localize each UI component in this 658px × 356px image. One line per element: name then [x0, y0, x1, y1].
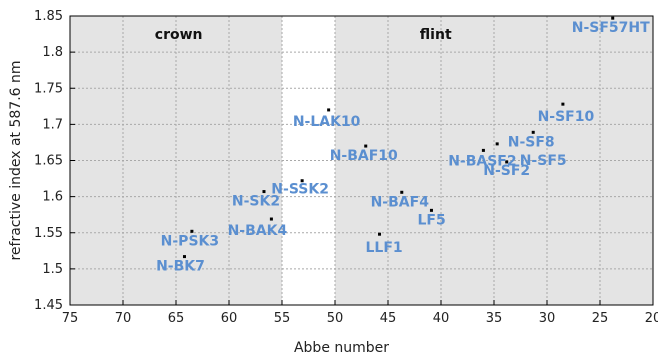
point-marker-n-sf57ht — [611, 16, 615, 20]
point-marker-n-sk2 — [262, 190, 266, 194]
point-marker-lf5 — [429, 208, 433, 212]
point-label-n-ssk2: N-SSK2 — [271, 182, 329, 198]
y-tick-label: 1.7 — [42, 117, 63, 132]
point-marker-n-sf2 — [505, 160, 509, 164]
x-tick-label: 70 — [115, 311, 132, 326]
point-label-n-sf10: N-SF10 — [538, 109, 595, 125]
y-tick-label: 1.6 — [42, 190, 63, 205]
x-tick-label: 45 — [380, 311, 397, 326]
x-tick-label: 60 — [221, 311, 238, 326]
y-tick-label: 1.45 — [34, 298, 63, 313]
x-axis-title: Abbe number — [294, 340, 389, 356]
data-points — [182, 16, 615, 259]
x-tick-label: 55 — [274, 311, 291, 326]
x-tick-label: 25 — [592, 311, 609, 326]
point-label-llf1: LLF1 — [366, 240, 403, 256]
x-tick-label: 30 — [539, 311, 556, 326]
point-label-n-baf4: N-BAF4 — [371, 194, 430, 210]
x-tick-label: 50 — [327, 311, 344, 326]
point-marker-n-lak10 — [327, 108, 331, 112]
point-label-n-sk2: N-SK2 — [232, 194, 280, 210]
point-label-n-basf2: N-BASF2 — [448, 153, 516, 169]
y-axis-title: refractive index at 587.6 nm — [8, 60, 24, 260]
y-tick-label: 1.55 — [34, 226, 63, 241]
point-marker-n-psk3 — [190, 229, 194, 233]
y-tick-label: 1.65 — [34, 154, 63, 169]
gridlines — [70, 16, 653, 305]
point-marker-n-bk7 — [182, 255, 186, 259]
point-label-n-sf8: N-SF8 — [508, 134, 555, 150]
point-label-n-sf5: N-SF5 — [520, 153, 567, 169]
y-tick-label: 1.5 — [42, 262, 63, 277]
tick-labels: 75 70 65 60 55 50 45 40 35 30 25 20 1.45 1.5 1.55 1.6 1.… — [34, 9, 658, 326]
point-label-n-sf2: N-SF2 — [483, 163, 530, 179]
region-labels: crown flint — [155, 27, 452, 43]
point-marker-n-baf10 — [364, 144, 368, 148]
y-tick-label: 1.75 — [34, 81, 63, 96]
point-marker-n-sf8 — [531, 130, 535, 134]
x-tick-label: 20 — [645, 311, 658, 326]
point-marker-n-ssk2 — [300, 179, 304, 183]
region-label-crown: crown — [155, 27, 203, 43]
plot-frame — [69, 15, 654, 306]
point-label-n-sf57ht: N-SF57HT — [572, 20, 650, 36]
point-marker-n-bak4 — [269, 217, 273, 221]
x-tick-label: 35 — [486, 311, 503, 326]
point-label-n-lak10: N-LAK10 — [293, 114, 361, 130]
y-tick-label: 1.85 — [34, 9, 63, 24]
point-marker-n-basf2 — [481, 148, 485, 152]
y-tick-label: 1.8 — [42, 45, 63, 60]
x-tick-label: 75 — [62, 311, 79, 326]
point-marker-n-sf5 — [495, 142, 499, 146]
point-label-n-bk7: N-BK7 — [156, 259, 205, 275]
point-label-n-baf10: N-BAF10 — [330, 148, 398, 164]
x-tick-label: 40 — [433, 311, 450, 326]
point-marker-n-baf4 — [400, 190, 404, 194]
point-label-n-psk3: N-PSK3 — [161, 233, 219, 249]
point-label-lf5: LF5 — [417, 212, 445, 228]
point-marker-n-sf10 — [561, 102, 565, 106]
region-label-flint: flint — [420, 27, 452, 43]
x-tick-label: 65 — [168, 311, 185, 326]
point-label-n-bak4: N-BAK4 — [228, 223, 288, 239]
point-marker-llf1 — [378, 232, 382, 236]
